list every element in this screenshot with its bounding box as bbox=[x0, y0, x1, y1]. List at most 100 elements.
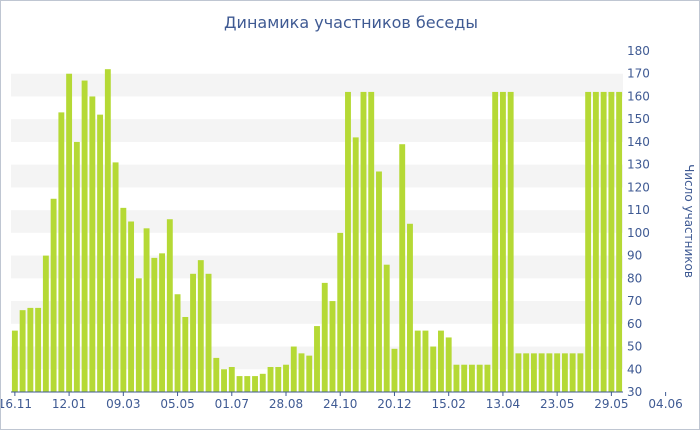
x-tick-label: 01.07 bbox=[215, 397, 249, 411]
bar bbox=[430, 346, 437, 392]
bar bbox=[104, 69, 111, 392]
bar bbox=[213, 357, 220, 392]
x-tick-label: 04.06 bbox=[648, 397, 682, 411]
y-tick-label: 80 bbox=[627, 271, 642, 285]
bar bbox=[376, 171, 382, 392]
y-tick-label: 130 bbox=[627, 158, 650, 172]
x-tick-label: 05.05 bbox=[160, 397, 194, 411]
bar bbox=[50, 198, 57, 392]
bar bbox=[73, 141, 80, 392]
bar bbox=[259, 373, 266, 392]
bar bbox=[422, 330, 429, 392]
bar bbox=[399, 144, 406, 392]
bar bbox=[228, 366, 235, 392]
bar bbox=[585, 91, 592, 393]
y-tick-label: 160 bbox=[627, 89, 650, 103]
y-tick-label: 60 bbox=[627, 317, 642, 331]
x-tick-label: 28.08 bbox=[269, 397, 303, 411]
x-tick-label: 09.03 bbox=[106, 397, 140, 411]
bar bbox=[120, 207, 127, 392]
y-tick-label: 150 bbox=[627, 112, 650, 126]
y-tick-label: 30 bbox=[627, 385, 642, 399]
x-tick-label: 24.10 bbox=[323, 397, 357, 411]
bar bbox=[42, 255, 49, 392]
bar bbox=[538, 353, 545, 392]
y-tick-label: 70 bbox=[627, 294, 642, 308]
x-tick-label: 16.11 bbox=[1, 397, 32, 411]
bar bbox=[267, 366, 274, 392]
y-tick-label: 90 bbox=[627, 249, 642, 263]
bar bbox=[190, 273, 196, 392]
bar bbox=[182, 316, 189, 392]
bar bbox=[383, 264, 390, 392]
y-tick-label: 140 bbox=[627, 135, 650, 149]
y-tick-label: 170 bbox=[627, 67, 650, 81]
bar bbox=[608, 91, 615, 393]
bar bbox=[11, 330, 18, 392]
bar bbox=[530, 353, 537, 392]
bar bbox=[314, 326, 320, 392]
bar bbox=[445, 337, 452, 392]
grid-band bbox=[11, 164, 623, 188]
y-tick-label: 100 bbox=[627, 226, 650, 240]
bar bbox=[492, 91, 499, 393]
bar bbox=[600, 91, 607, 393]
bar bbox=[577, 353, 584, 392]
bar bbox=[329, 301, 336, 392]
bar bbox=[345, 91, 351, 393]
bar bbox=[438, 330, 444, 392]
bar bbox=[391, 348, 398, 392]
bar bbox=[244, 376, 251, 392]
bar bbox=[143, 228, 150, 392]
x-tick-label: 29.05 bbox=[594, 397, 628, 411]
bar bbox=[352, 137, 359, 392]
chart-title: Динамика участников беседы bbox=[224, 13, 478, 32]
bar bbox=[554, 353, 561, 392]
bar bbox=[523, 353, 530, 392]
bar bbox=[592, 91, 599, 393]
y-tick-label: 40 bbox=[627, 362, 642, 376]
bar bbox=[290, 346, 297, 392]
bar bbox=[81, 80, 88, 393]
bar bbox=[19, 310, 26, 392]
grid-band bbox=[11, 119, 623, 142]
bar bbox=[159, 253, 166, 392]
bar bbox=[298, 353, 305, 392]
x-tick-label: 15.02 bbox=[432, 397, 466, 411]
x-tick-label: 23.05 bbox=[540, 397, 574, 411]
bar bbox=[468, 364, 475, 392]
bar bbox=[197, 260, 204, 392]
bar bbox=[515, 353, 522, 392]
y-tick-label: 110 bbox=[627, 203, 650, 217]
bar bbox=[275, 366, 282, 392]
bar bbox=[616, 91, 623, 393]
y-tick-label: 50 bbox=[627, 340, 642, 354]
bar bbox=[561, 353, 568, 392]
bar bbox=[252, 376, 258, 392]
bar bbox=[499, 91, 506, 393]
bar bbox=[151, 257, 158, 392]
y-tick-label: 120 bbox=[627, 180, 650, 194]
bar bbox=[453, 364, 460, 392]
bar bbox=[35, 307, 42, 392]
y-tick-label: 180 bbox=[627, 44, 650, 58]
bar bbox=[66, 73, 73, 392]
y-axis-label: Число участников bbox=[682, 164, 696, 278]
bar bbox=[166, 219, 173, 392]
grid-band bbox=[11, 210, 623, 233]
bar bbox=[484, 364, 491, 392]
bar bbox=[205, 273, 212, 392]
bar bbox=[89, 96, 96, 392]
bar bbox=[306, 355, 313, 392]
bar bbox=[27, 307, 34, 392]
bar bbox=[507, 91, 514, 393]
bar bbox=[461, 364, 468, 392]
x-tick-label: 12.01 bbox=[52, 397, 86, 411]
bar bbox=[236, 376, 243, 392]
bar bbox=[476, 364, 483, 392]
bar bbox=[283, 364, 289, 392]
bar bbox=[407, 223, 413, 392]
bar bbox=[414, 330, 421, 392]
